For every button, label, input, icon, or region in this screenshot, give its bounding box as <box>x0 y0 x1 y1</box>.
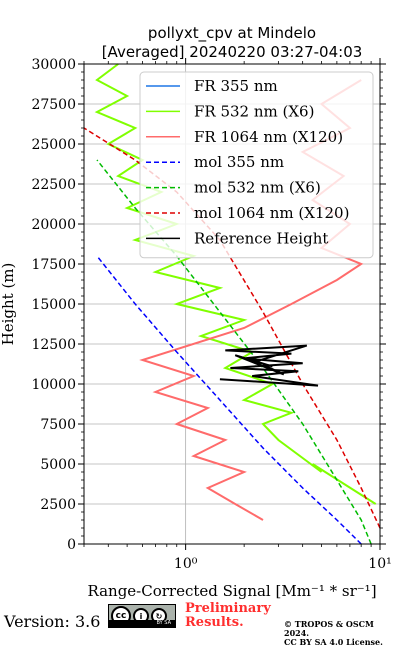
y-tick-label: 12500 <box>31 337 76 353</box>
copyright-line-2: CC BY SA 4.0 License. <box>284 637 383 647</box>
series-line-6 <box>219 344 319 387</box>
chart-title: pollyxt_cpv at Mindelo <box>148 24 316 43</box>
axis-ticks: 0 2500 5000 7500 10000 12500 15000 17500 20000 22… <box>31 57 391 572</box>
series-line-4 <box>96 159 372 545</box>
preliminary-notice: Preliminary Results. <box>185 602 271 630</box>
chart-subtitle: [Averaged] 20240220 03:27-04:03 <box>102 43 363 61</box>
legend-label: FR 532 nm (X6) <box>194 102 314 120</box>
version-label: Version: 3.6 <box>4 612 101 631</box>
series-line-1 <box>94 63 377 505</box>
cc-license-badge: cc i ↻ BY SA <box>108 604 176 628</box>
copyright-notice: © TROPOS & OSCM 2024. CC BY SA 4.0 Licen… <box>284 620 400 647</box>
legend-label: mol 1064 nm (X120) <box>194 204 349 222</box>
y-tick-label: 7500 <box>40 417 76 433</box>
x-axis-label: Range-Corrected Signal [Mm⁻¹ * sr⁻¹] <box>87 582 376 600</box>
y-tick-label: 30000 <box>31 57 76 73</box>
legend: FR 355 nm FR 532 nm (X6) FR 1064 nm (X120)… <box>139 71 374 259</box>
y-axis-label: Height (m) <box>0 263 17 346</box>
copyright-line-1: © TROPOS & OSCM 2024. <box>284 619 374 638</box>
legend-label: mol 532 nm (X6) <box>194 179 321 197</box>
legend-label: FR 355 nm <box>194 77 278 95</box>
y-tick-label: 17500 <box>31 257 76 273</box>
x-tick-label: 10¹ <box>368 556 391 572</box>
x-tick-label: 10⁰ <box>174 556 198 572</box>
y-tick-label: 0 <box>67 537 76 553</box>
y-tick-label: 15000 <box>31 297 76 313</box>
y-tick-label: 27500 <box>31 97 76 113</box>
y-tick-label: 25000 <box>31 137 76 153</box>
legend-label: mol 355 nm <box>194 153 284 171</box>
y-tick-label: 20000 <box>31 217 76 233</box>
y-tick-label: 2500 <box>40 497 76 513</box>
y-tick-label: 5000 <box>40 457 76 473</box>
legend-label: FR 1064 nm (X120) <box>194 128 343 146</box>
preliminary-line-2: Results. <box>185 615 244 630</box>
cc-badge-text: BY SA <box>109 620 175 627</box>
legend-label: Reference Height <box>194 229 328 247</box>
lidar-profile-chart: pollyxt_cpv at Mindelo [Averaged] 202402… <box>0 24 392 600</box>
legend-box <box>139 71 374 259</box>
y-tick-label: 22500 <box>31 177 76 193</box>
series-line-3 <box>96 255 362 545</box>
preliminary-line-1: Preliminary <box>185 601 271 616</box>
y-tick-label: 10000 <box>31 377 76 393</box>
